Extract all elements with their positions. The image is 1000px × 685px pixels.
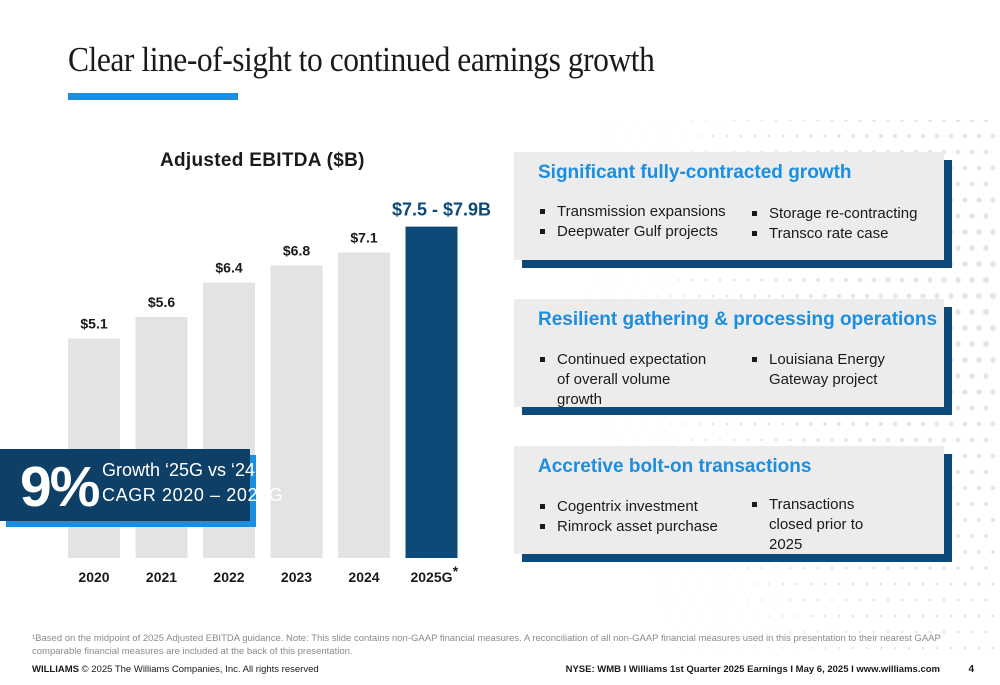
bullet-list: Louisiana Energy Gateway project <box>750 350 900 390</box>
footer-copyright-text: © 2025 The Williams Companies, Inc. All … <box>81 664 319 675</box>
bullet-item: Transco rate case <box>750 224 930 244</box>
bullet-list: Transactions closed prior to 2025 <box>750 495 900 555</box>
bar <box>68 338 120 558</box>
bullet-item: Transactions closed prior to 2025 <box>750 495 900 555</box>
footnote: ¹Based on the midpoint of 2025 Adjusted … <box>32 633 941 657</box>
bullet-item: Continued expectation of overall volume … <box>538 350 718 410</box>
cagr-label: CAGR 2020 – 2025G <box>102 485 284 505</box>
bar-value-label: $5.6 <box>148 294 175 310</box>
footer-brand: WILLIAMS <box>32 664 79 675</box>
contracted-growth-card: Significant fully-contracted growth Tran… <box>514 152 944 260</box>
bar <box>135 316 188 558</box>
footer-event-info: NYSE: WMB I Williams 1st Quarter 2025 Ea… <box>565 664 940 675</box>
bar-value-label: $5.1 <box>80 316 107 332</box>
x-tick-label: 2021 <box>146 569 177 585</box>
chart-title: Adjusted EBITDA ($B) <box>160 150 365 171</box>
bullet-item: Storage re-contracting <box>750 204 930 224</box>
bullet-list: Cogentrix investment Rimrock asset purch… <box>538 497 738 537</box>
bar-value-label: $7.1 <box>350 229 377 245</box>
bullet-list: Continued expectation of overall volume … <box>538 350 718 410</box>
bullet-item: Transmission expansions <box>538 202 738 222</box>
footer-copyright: WILLIAMS © 2025 The Williams Companies, … <box>32 664 319 675</box>
title-underline <box>68 93 238 100</box>
bullet-item: Louisiana Energy Gateway project <box>750 350 900 390</box>
x-tick-label: 2023 <box>281 569 312 585</box>
bar <box>405 226 458 558</box>
bullet-item: Rimrock asset purchase <box>538 517 738 537</box>
growth-highlight-card: 9% Growth ‘25G vs ‘24 CAGR 2020 – 2025G <box>0 449 283 521</box>
footnote-marker: * <box>453 563 459 579</box>
bar-value-label: $6.4 <box>215 260 242 276</box>
bar <box>270 265 323 558</box>
card-title: Resilient gathering & processing operati… <box>538 309 938 330</box>
x-tick-label: 2025G <box>410 569 452 585</box>
bolt-on-transactions-card: Accretive bolt-on transactions Cogentrix… <box>514 446 944 554</box>
bullet-list: Transmission expansions Deepwater Gulf p… <box>538 202 738 242</box>
card-title: Accretive bolt-on transactions <box>538 456 812 477</box>
gathering-processing-card: Resilient gathering & processing operati… <box>514 299 944 410</box>
growth-label: Growth ‘25G vs ‘24 <box>102 460 256 480</box>
bar-value-label: $6.8 <box>283 242 310 258</box>
bullet-list: Storage re-contracting Transco rate case <box>750 204 930 244</box>
page-number: 4 <box>968 664 974 675</box>
bar <box>338 252 390 559</box>
x-tick-label: 2020 <box>78 569 109 585</box>
bar-value-label: $7.5 - $7.9B <box>392 200 491 220</box>
slide-title: Clear line-of-sight to continued earning… <box>68 40 655 79</box>
bullet-item: Deepwater Gulf projects <box>538 222 738 242</box>
card-title: Significant fully-contracted growth <box>538 162 852 183</box>
x-tick-label: 2024 <box>348 569 379 585</box>
growth-percent: 9% <box>20 455 100 519</box>
bullet-item: Cogentrix investment <box>538 497 738 517</box>
x-tick-label: 2022 <box>213 569 244 585</box>
